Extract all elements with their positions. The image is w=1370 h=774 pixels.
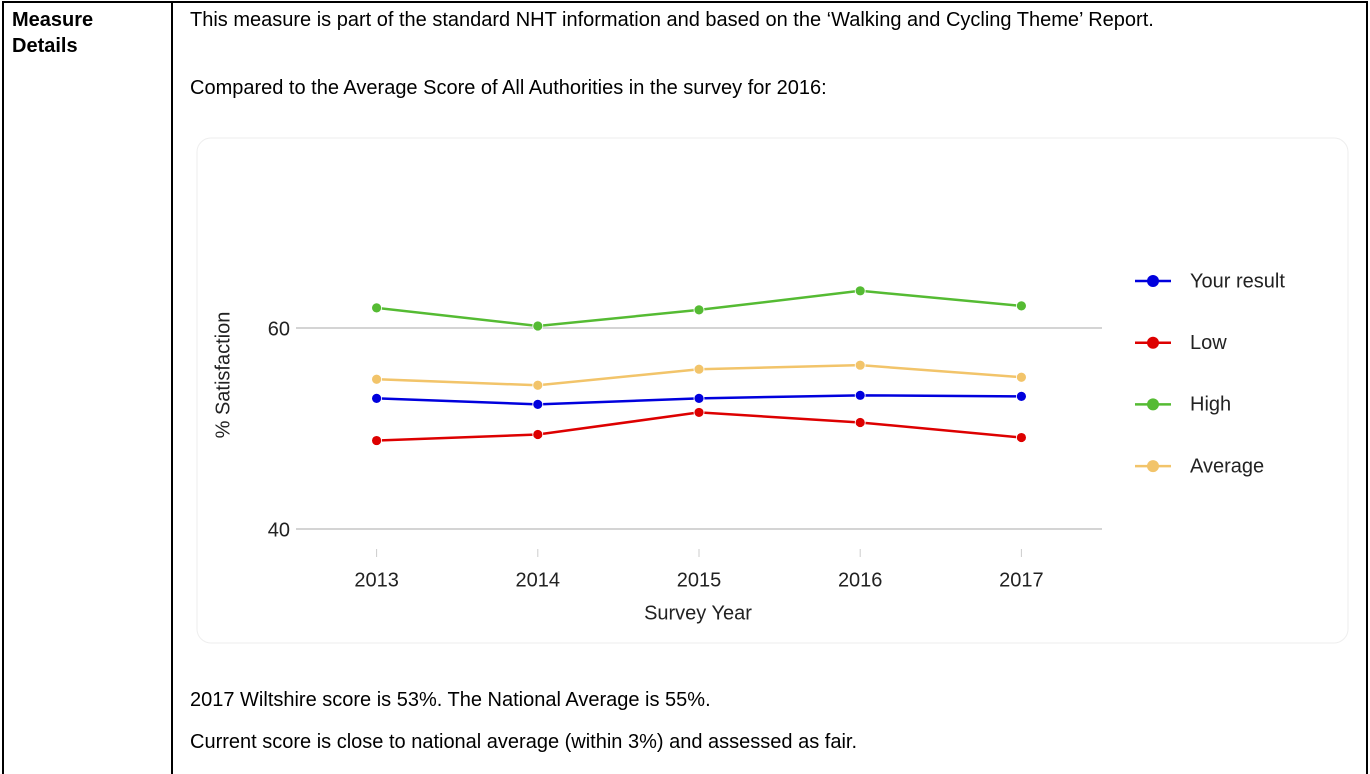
data-point: [532, 398, 544, 410]
data-point: [1016, 390, 1027, 402]
table-right-border: [1366, 1, 1368, 774]
x-tick-label: 2013: [354, 569, 399, 591]
legend-marker: [1147, 460, 1159, 473]
data-point: [693, 407, 705, 418]
table-left-border: [2, 1, 4, 774]
data-point: [532, 429, 544, 440]
row-label: Measure Details: [12, 9, 94, 57]
table-top-border: [2, 1, 1368, 3]
data-point: [854, 417, 866, 428]
paragraph: 2017 Wiltshire score is 53%. The Nationa…: [190, 689, 711, 711]
chart-frame: [196, 137, 1349, 644]
data-point: [1016, 432, 1027, 443]
x-tick-label: 2014: [516, 569, 561, 591]
data-point: [854, 285, 866, 297]
x-tick-label: 2016: [838, 569, 883, 591]
data-point: [371, 435, 383, 446]
paragraph: Current score is close to national avera…: [190, 731, 858, 753]
legend-label: Your result: [1190, 270, 1285, 292]
legend-marker: [1147, 398, 1159, 411]
legend-marker: [1147, 336, 1159, 349]
data-point: [854, 359, 866, 371]
x-tick-label: 2017: [999, 569, 1044, 591]
data-point: [532, 320, 544, 332]
data-point: [693, 304, 705, 316]
y-tick-label: 60: [268, 318, 290, 340]
x-tick-label: 2015: [677, 569, 722, 591]
x-axis-title: Survey Year: [644, 602, 752, 624]
paragraph: Compared to the Average Score of All Aut…: [190, 77, 827, 99]
data-point: [854, 389, 866, 401]
data-point: [371, 373, 383, 385]
legend-marker: [1147, 275, 1159, 287]
data-point: [693, 392, 705, 404]
paragraph: This measure is part of the standard NHT…: [190, 9, 1154, 31]
data-point: [1016, 371, 1027, 383]
data-point: [1016, 300, 1027, 312]
legend-label: High: [1190, 394, 1231, 416]
cell-divider: [171, 1, 173, 774]
y-tick-label: 40: [268, 519, 290, 541]
data-point: [693, 363, 705, 375]
y-axis-title: % Satisfaction: [212, 312, 234, 439]
legend-label: Low: [1190, 332, 1227, 354]
legend-label: Average: [1190, 455, 1264, 477]
data-point: [371, 392, 383, 404]
data-point: [532, 379, 544, 391]
data-point: [371, 302, 383, 314]
